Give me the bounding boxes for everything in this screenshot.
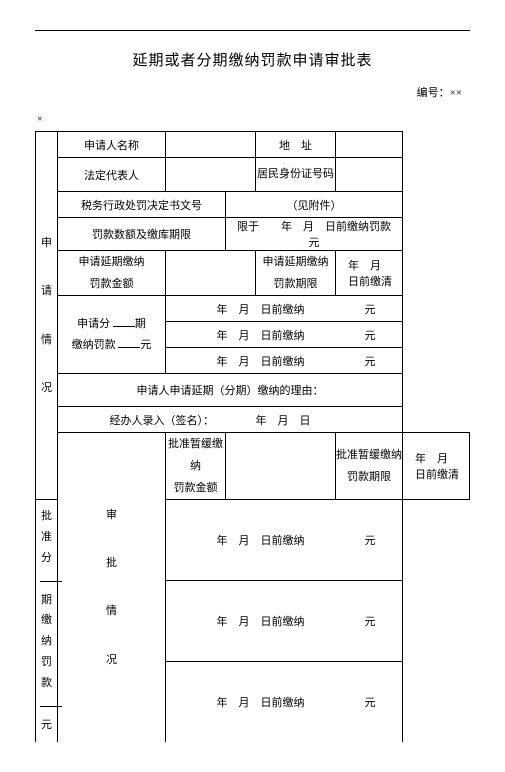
document-number-line: 编号：××	[35, 84, 470, 100]
id-value	[336, 158, 403, 192]
sec2-pay-row-3: 年 月 日前缴纳元	[166, 661, 403, 742]
sec1-pay-row-3: 年 月 日前缴纳元	[166, 348, 403, 374]
inst-pre: 申请分	[77, 318, 110, 330]
sec2-pay-row-2: 年 月 日前缴纳元	[166, 580, 403, 661]
document-title: 延期或者分期缴纳罚款申请审批表	[35, 49, 470, 70]
legal-rep-value	[166, 158, 256, 192]
apply-defer-deadline-label: 申请延期缴纳 罚款期限	[256, 251, 336, 296]
applicant-name-value	[166, 132, 256, 158]
sign-date: 年 月 日	[256, 415, 311, 427]
sec1-pay-row-1: 年 月 日前缴纳元	[166, 296, 403, 322]
section2-side-label: 审 批 情 况	[58, 433, 166, 742]
sec2-pay-row-1: 年 月 日前缴纳元	[166, 500, 403, 581]
inst-amt-pre: 缴纳罚款	[72, 339, 116, 351]
address-label: 地 址	[256, 132, 336, 158]
approve-defer-deadline-label: 批准暂缓缴纳 罚款期限	[336, 433, 403, 500]
sec1-installment-label: 申请分 期 缴纳罚款 元	[58, 296, 166, 374]
approve-defer-deadline-value: 年 月 日前缴清	[403, 433, 470, 500]
apply-defer-amount-label: 申请延期缴纳 罚款金额	[58, 251, 166, 296]
amount-deadline-value: 限于 年 月 日前缴纳罚款 元	[226, 218, 403, 251]
sec1-pay-row-2: 年 月 日前缴纳元	[166, 322, 403, 348]
reason-label: 申请人申请延期（分期）缴纳的理由：	[137, 385, 324, 397]
inst2-amt-post: 元	[41, 719, 52, 731]
reason-cell: 申请人申请延期（分期）缴纳的理由：	[58, 374, 403, 407]
number-value: ××	[450, 87, 462, 99]
sign-date-cell: 年 月 日	[256, 407, 403, 433]
doc-no-label: 税务行政处罚决定书文号	[58, 192, 226, 218]
page: 延期或者分期缴纳罚款申请审批表 编号：×× × 申 请 情 况 申请人名称 地 …	[0, 0, 505, 772]
apply-defer-amount-value	[166, 251, 256, 296]
id-label: 居民身份证号码	[256, 158, 336, 192]
amount-deadline-label: 罚款数额及缴库期限	[58, 218, 226, 251]
inst2-post: 期	[41, 594, 52, 606]
legal-rep-label: 法定代表人	[58, 158, 166, 192]
signer-cell: 经办人录入（签名）：	[58, 407, 256, 433]
inst-amt-post: 元	[140, 339, 151, 351]
inst-post: 期	[135, 318, 146, 330]
form-table: 申 请 情 况 申请人名称 地 址 法定代表人 居民身份证号码 税务行政处罚决定…	[35, 131, 470, 742]
signer-label: 经办人录入（签名）：	[110, 415, 215, 427]
inst2-amt-pre: 缴纳罚款	[41, 614, 52, 689]
approve-defer-amount-value	[226, 433, 336, 500]
applicant-name-label: 申请人名称	[58, 132, 166, 158]
doc-no-value: （见附件）	[226, 192, 403, 218]
inst2-pre: 批准分	[41, 510, 52, 564]
address-value	[336, 132, 403, 158]
approve-defer-amount-label: 批准暂缓缴纳 罚款金额	[166, 433, 226, 500]
number-label: 编号：	[417, 87, 450, 99]
top-rule	[35, 30, 470, 31]
sec2-installment-label: 批准分 期 缴纳罚款 元	[36, 500, 58, 742]
x-mark: ×	[35, 114, 470, 125]
apply-defer-deadline-value: 年 月 日前缴清	[336, 251, 403, 296]
section1-side-label: 申 请 情 况	[36, 132, 58, 500]
